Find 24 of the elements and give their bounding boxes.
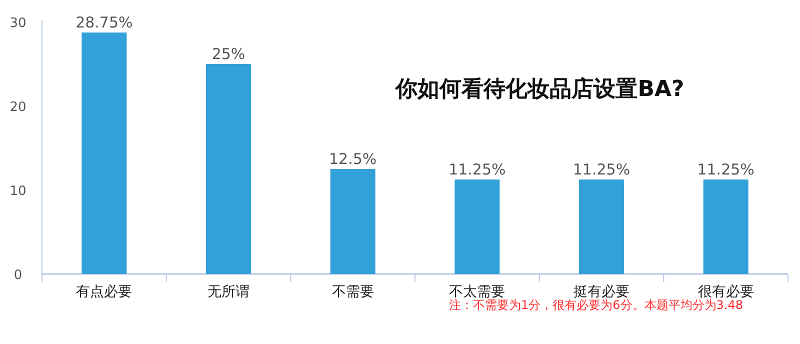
bar xyxy=(82,32,127,274)
text: 注：不需要为1分，很有必要为6分。本题平均分为3.48 xyxy=(449,298,743,312)
data-label: 12.5% xyxy=(329,150,377,168)
x-tick-label: 很有必要 xyxy=(698,284,754,300)
x-tick-label: 不需要 xyxy=(332,284,374,300)
y-tick-label: 10 xyxy=(10,184,26,199)
bar xyxy=(206,64,251,274)
data-label: 11.25% xyxy=(448,160,506,178)
y-tick-label: 20 xyxy=(10,100,26,115)
x-tick-label: 无所谓 xyxy=(208,284,250,300)
data-label: 28.75% xyxy=(76,14,133,32)
x-tick-label: 不太需要 xyxy=(449,284,506,300)
data-label: 25% xyxy=(212,45,246,63)
x-tick-label: 有点必要 xyxy=(76,284,132,300)
data-label: 11.25% xyxy=(697,160,754,178)
text: 你如何看待化妆品店设置BA? xyxy=(394,76,684,102)
bar xyxy=(579,180,624,274)
y-tick-label: 30 xyxy=(10,16,26,31)
x-tick-label: 挺有必要 xyxy=(574,284,630,300)
y-tick-label: 0 xyxy=(14,268,22,283)
bar xyxy=(703,180,748,274)
bar xyxy=(454,180,500,274)
bar xyxy=(330,169,376,274)
data-label: 11.25% xyxy=(572,160,630,178)
